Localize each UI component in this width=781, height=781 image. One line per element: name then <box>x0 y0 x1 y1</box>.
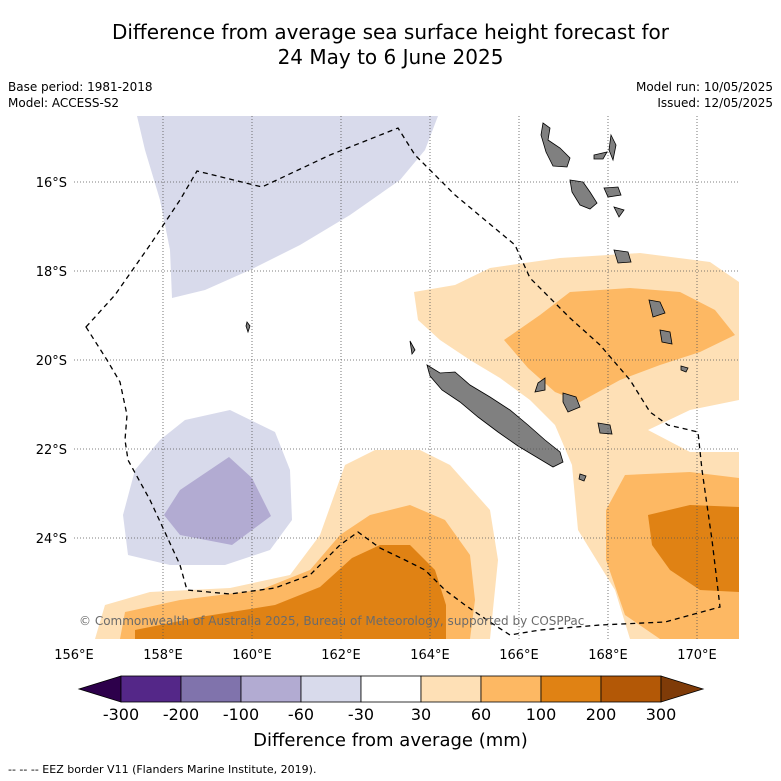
island-epi <box>603 186 622 198</box>
island-pines <box>578 473 587 482</box>
colorbar-title: Difference from average (mm) <box>253 730 528 751</box>
lon-label: 158°E <box>143 648 183 663</box>
metadata-left: Base period: 1981-2018 Model: ACCESS-S2 <box>8 79 153 111</box>
lat-label: 16°S <box>36 176 67 191</box>
eez-legend-text: -- -- -- EEZ border V11 (Flanders Marine… <box>8 763 317 776</box>
colorbar-tick-label: -30 <box>347 705 375 724</box>
lon-label: 162°E <box>321 648 361 663</box>
colorbar-tick-label: 200 <box>585 705 617 724</box>
land-masses <box>245 122 689 482</box>
island-hunter <box>659 329 673 345</box>
island-small-east <box>680 365 689 373</box>
colorbar-swatch <box>540 675 602 703</box>
colorbar-swatch <box>180 675 242 703</box>
contour-positive-south-inner <box>135 545 446 639</box>
title-line-1: Difference from average sea surface heig… <box>111 20 670 44</box>
map-title: Difference from average sea surface heig… <box>0 20 781 70</box>
axis-labels: 156°E 158°E 160°E 162°E 164°E 166°E 168°E 170°E… <box>36 176 717 663</box>
island-chesterfield <box>245 321 251 334</box>
lat-label: 24°S <box>36 532 67 547</box>
island-efate <box>613 206 625 218</box>
colorbar-tick-label: -60 <box>287 705 315 724</box>
island-pentecost <box>608 133 617 162</box>
colorbar-swatch <box>480 675 542 703</box>
model-text: Model: ACCESS-S2 <box>8 96 120 110</box>
issued-text: Issued: 12/05/2025 <box>657 96 773 110</box>
lon-label: 168°E <box>588 648 628 663</box>
colorbar-swatch <box>420 675 482 703</box>
colorbar-end-low <box>77 675 122 703</box>
contour-fields <box>95 116 739 639</box>
lat-label: 18°S <box>36 265 67 280</box>
eez-border <box>85 127 721 636</box>
colorbar-tick-label: -300 <box>102 705 140 724</box>
island-lifou <box>562 392 581 413</box>
island-ambae <box>593 151 608 160</box>
contour-negative-south-inner <box>164 457 271 545</box>
lon-label: 156°E <box>54 648 94 663</box>
colorbar-tick-label: 300 <box>645 705 677 724</box>
metadata-right: Model run: 10/05/2025 Issued: 12/05/2025 <box>636 79 773 111</box>
island-matthew <box>648 299 666 318</box>
lat-label: 20°S <box>36 354 67 369</box>
island-ouvea <box>534 377 546 393</box>
lon-label: 160°E <box>232 648 272 663</box>
colorbar-end-high <box>660 675 705 703</box>
lon-label: 166°E <box>499 648 539 663</box>
colorbar-swatch <box>360 675 422 703</box>
island-belep <box>409 340 416 356</box>
contour-negative-north <box>137 116 438 298</box>
lon-label: 164°E <box>410 648 450 663</box>
colorbar-swatch <box>240 675 302 703</box>
lon-label: 170°E <box>677 648 717 663</box>
model-run-text: Model run: 10/05/2025 <box>635 80 773 94</box>
colorbar-tick-label: 60 <box>470 705 492 724</box>
island-malakula <box>569 179 598 210</box>
colorbar-tick-label: -200 <box>162 705 200 724</box>
contour-positive-east-inner <box>504 288 735 402</box>
copyright-text: © Commonwealth of Australia 2025, Bureau… <box>79 614 585 628</box>
colorbar-tick-label: -100 <box>222 705 260 724</box>
colorbar-swatch <box>600 675 662 703</box>
base-period-text: Base period: 1981-2018 <box>8 80 153 94</box>
colorbar <box>77 675 705 703</box>
island-erromango <box>613 249 632 264</box>
colorbar-tick-label: 100 <box>525 705 557 724</box>
colorbar-swatch <box>120 675 182 703</box>
gridlines <box>74 116 739 639</box>
island-espiritu-santo <box>540 122 571 168</box>
island-new-caledonia <box>426 364 564 468</box>
title-line-2: 24 May to 6 June 2025 <box>277 45 504 69</box>
lat-label: 22°S <box>36 443 67 458</box>
island-mare <box>597 422 613 435</box>
colorbar-labels: -300 -200 -100 -60 -30 30 60 100 200 300 <box>0 705 781 725</box>
colorbar-tick-label: 30 <box>410 705 432 724</box>
colorbar-swatch <box>300 675 362 703</box>
